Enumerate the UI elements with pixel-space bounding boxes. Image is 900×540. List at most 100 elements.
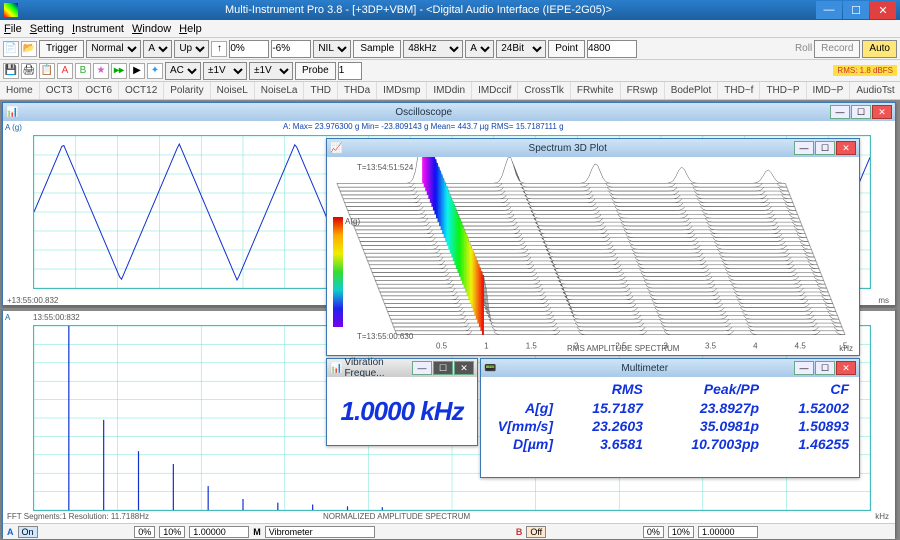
mm-close-button[interactable]: ✕ [836, 361, 856, 375]
run-icon[interactable]: ▸▸ [111, 63, 127, 79]
trigger-chan-select[interactable]: A [143, 40, 172, 58]
spec-footer: A On 0% 10% 1.00000 M Vibrometer B Off 0… [3, 523, 895, 539]
trigger-edge-select[interactable]: Up [174, 40, 209, 58]
chB-off[interactable]: Off [526, 526, 546, 538]
level-pct[interactable] [229, 40, 269, 58]
rangeB-select[interactable]: ±1V [249, 62, 293, 80]
analysis-tabs: Home OCT3 OCT6 OCT12 Polarity NoiseL Noi… [0, 82, 900, 100]
minimize-button[interactable]: — [816, 1, 842, 19]
vfreq-icon: 📊 [330, 363, 342, 374]
trigger-mode-select[interactable]: Normal [86, 40, 141, 58]
play-icon[interactable]: ▶ [129, 63, 145, 79]
vfreq-window[interactable]: 📊 Vibration Freque... — ☐ ✕ 1.0000 kHz [326, 358, 478, 446]
osc-close-button[interactable]: ✕ [872, 105, 892, 119]
s3d-icon: 📈 [330, 143, 342, 154]
copy-icon[interactable]: 📋 [39, 63, 55, 79]
tab-thdf[interactable]: THD~f [718, 82, 760, 99]
open-icon[interactable]: 📂 [21, 41, 37, 57]
tab-crosstlk[interactable]: CrossTlk [518, 82, 570, 99]
config-icon[interactable]: ✦ [147, 63, 163, 79]
rangeA-select[interactable]: ±1V [203, 62, 247, 80]
auto-button[interactable]: Auto [862, 40, 897, 58]
tab-thda[interactable]: THDa [338, 82, 377, 99]
tab-imdp[interactable]: IMD~P [807, 82, 851, 99]
chB-ten[interactable]: 10% [668, 526, 694, 538]
nil-select[interactable]: NIL [313, 40, 351, 58]
rms-indicator: RMS: 1.8 dBFS [833, 65, 897, 76]
tab-frswp[interactable]: FRswp [621, 82, 665, 99]
vfreq-min-button[interactable]: — [412, 361, 432, 375]
new-icon[interactable]: 📄 [3, 41, 19, 57]
tab-oct3[interactable]: OCT3 [40, 82, 80, 99]
spec-fft: FFT Segments:1 Resolution: 11.7188Hz [7, 512, 149, 521]
osc-xunit: ms [878, 296, 889, 305]
bits-select[interactable]: 24Bit [496, 40, 546, 58]
s3d-min-button[interactable]: — [794, 141, 814, 155]
mm-min-button[interactable]: — [794, 361, 814, 375]
probe-label: Probe [295, 62, 336, 80]
rate-select[interactable]: 48kHz [403, 40, 463, 58]
tab-imddin[interactable]: IMDdin [427, 82, 472, 99]
tab-home[interactable]: Home [0, 82, 40, 99]
menu-instrument[interactable]: Instrument [72, 23, 124, 35]
record-button[interactable]: Record [814, 40, 860, 58]
menu-help[interactable]: Help [179, 23, 202, 35]
svg-text:0.5: 0.5 [436, 342, 448, 351]
close-button[interactable]: ✕ [870, 1, 896, 19]
toolbar-trigger: 📄 📂 Trigger Normal A Up ↑ NIL Sample 48k… [0, 38, 900, 60]
hyst-pct[interactable] [271, 40, 311, 58]
tab-thdp[interactable]: THD~P [760, 82, 806, 99]
vfreq-max-button[interactable]: ☐ [433, 361, 453, 375]
maximize-button[interactable]: ☐ [843, 1, 869, 19]
tab-thd[interactable]: THD [304, 82, 338, 99]
tab-noisel[interactable]: NoiseL [211, 82, 255, 99]
menu-file[interactable]: File [4, 23, 22, 35]
chB-one[interactable]: 1.00000 [698, 526, 758, 538]
tab-imdsmp[interactable]: IMDsmp [377, 82, 427, 99]
svg-text:4: 4 [753, 342, 758, 351]
chB-pct[interactable]: 0% [643, 526, 664, 538]
tab-bodeplot[interactable]: BodePlot [665, 82, 719, 99]
tab-noisela[interactable]: NoiseLa [255, 82, 305, 99]
points-input[interactable] [587, 40, 637, 58]
osc-max-button[interactable]: ☐ [851, 105, 871, 119]
menu-setting[interactable]: Setting [30, 23, 64, 35]
spec-ylabel: A [5, 313, 10, 322]
chA-icon[interactable]: A [57, 63, 73, 79]
coupling-select[interactable]: AC [165, 62, 201, 80]
tab-polarity[interactable]: Polarity [164, 82, 210, 99]
osc-timestamp: +13:55:00.832 [7, 296, 58, 305]
tab-imdccif[interactable]: IMDccif [472, 82, 518, 99]
chA-on[interactable]: On [18, 526, 38, 538]
s3d-plot[interactable]: 0.511.522.533.544.55 [327, 157, 859, 355]
mm-max-button[interactable]: ☐ [815, 361, 835, 375]
cbar-label: A(g) [345, 217, 360, 226]
chan2-select[interactable]: A [465, 40, 494, 58]
chA-ten[interactable]: 10% [159, 526, 185, 538]
spec-timestamp: 13:55:00:832 [33, 313, 80, 322]
multimeter-window[interactable]: 📟 Multimeter — ☐ ✕ RMS Peak/PP CF A[g] 1… [480, 358, 860, 478]
chB-icon[interactable]: B [75, 63, 91, 79]
spectrum3d-window[interactable]: 📈 Spectrum 3D Plot — ☐ ✕ A(g) T=13:54:51… [326, 138, 860, 356]
edge-up-icon[interactable]: ↑ [211, 41, 227, 57]
tab-oct6[interactable]: OCT6 [79, 82, 119, 99]
menu-window[interactable]: Window [132, 23, 171, 35]
s3d-close-button[interactable]: ✕ [836, 141, 856, 155]
probe-input[interactable] [338, 62, 362, 80]
save-icon[interactable]: 💾 [3, 63, 19, 79]
mix-icon[interactable]: ★ [93, 63, 109, 79]
print-icon[interactable]: 🖨 [21, 63, 37, 79]
vfreq-title: Vibration Freque... [342, 357, 411, 379]
vfreq-close-button[interactable]: ✕ [454, 361, 474, 375]
chA-pct[interactable]: 0% [134, 526, 155, 538]
mm-row-d: D[µm] 3.6581 10.7003pp 1.46255 [487, 435, 853, 453]
tab-oct12[interactable]: OCT12 [119, 82, 164, 99]
m-label: M [253, 527, 261, 537]
vibro-select[interactable]: Vibrometer [265, 526, 375, 538]
tab-frwhite[interactable]: FRwhite [571, 82, 621, 99]
chA-one[interactable]: 1.00000 [189, 526, 249, 538]
tab-audiotst[interactable]: AudioTst [850, 82, 900, 99]
osc-min-button[interactable]: — [830, 105, 850, 119]
s3d-max-button[interactable]: ☐ [815, 141, 835, 155]
spec-caption: NORMALIZED AMPLITUDE SPECTRUM [323, 512, 470, 521]
